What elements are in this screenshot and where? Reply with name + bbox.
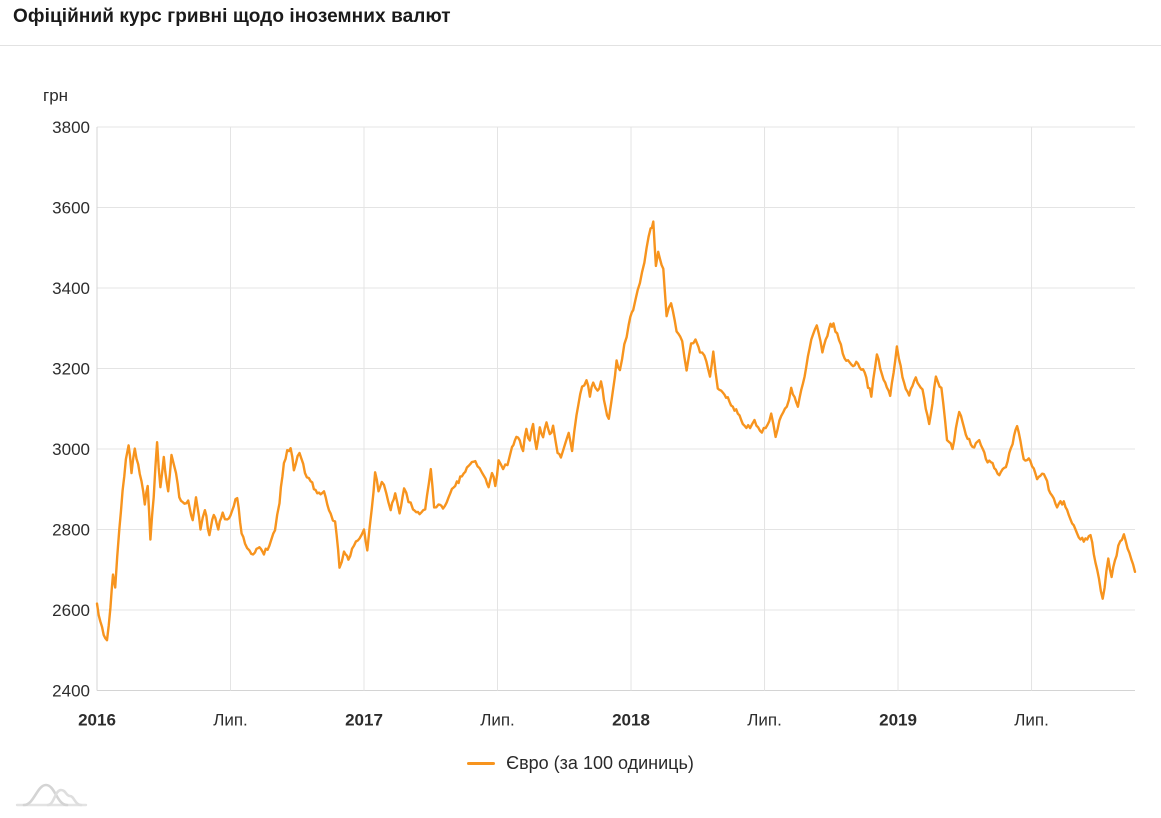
area-curves-logo-icon [15,783,88,807]
y-axis-tick-label: 2800 [52,521,90,540]
header-divider [0,45,1161,46]
series-line-euro[interactable] [95,220,1137,642]
y-axis-tick-label: 3000 [52,440,90,459]
y-axis-tick-label: 3800 [52,118,90,137]
y-axis-tick-label: 2400 [52,682,90,701]
x-axis-tick-label: 2016 [78,711,116,730]
y-axis-unit-label: грн [43,86,69,105]
legend: Євро (за 100 одиниць) [0,753,1161,774]
y-axis-tick-label: 2600 [52,601,90,620]
x-axis-tick-label: 2019 [879,711,917,730]
page-title: Офіційний курс гривні щодо іноземних вал… [13,6,451,27]
x-axis-tick-label: 2018 [612,711,650,730]
x-axis-tick-label: Лип. [480,711,515,730]
x-axis-tick-label: Лип. [213,711,248,730]
legend-label: Євро (за 100 одиниць) [506,753,694,773]
x-axis-tick-label: 2017 [345,711,383,730]
y-axis-tick-label: 3400 [52,279,90,298]
legend-line-swatch [467,762,496,765]
x-axis-tick-label: Лип. [747,711,782,730]
x-axis-tick-label: Лип. [1014,711,1049,730]
y-axis-tick-label: 3600 [52,199,90,218]
y-axis-tick-label: 3200 [52,360,90,379]
